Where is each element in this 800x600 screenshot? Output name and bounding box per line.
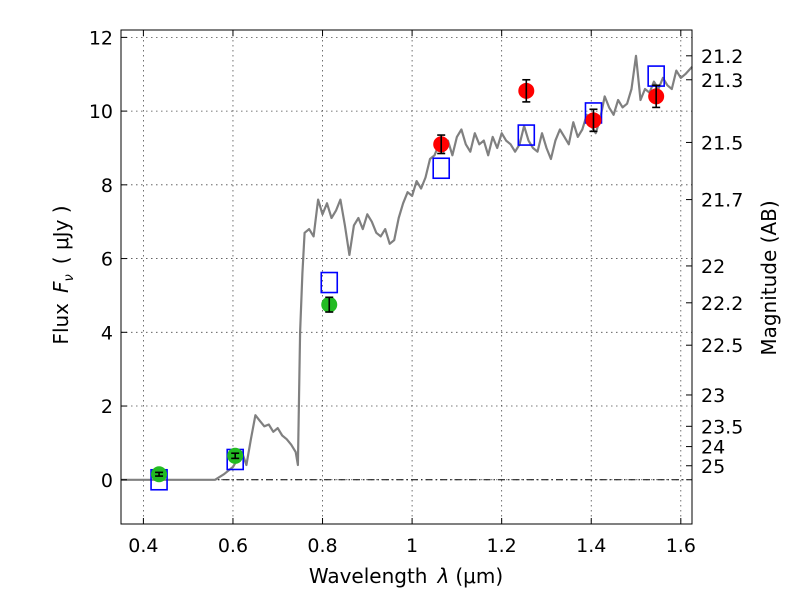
magnitude-axis-label: Magnitude (AB) bbox=[757, 200, 781, 355]
plot-frame bbox=[120, 29, 693, 525]
model-spectrum-series bbox=[121, 54, 693, 481]
y-tick-label: 4 bbox=[101, 322, 113, 344]
observed-photometry-series bbox=[151, 82, 665, 483]
model-photometry-point bbox=[432, 157, 451, 180]
magnitude-tick-label: 21.7 bbox=[701, 190, 743, 212]
magnitude-tick-label: 22.2 bbox=[701, 293, 743, 315]
magnitude-tick-label: 25 bbox=[701, 456, 725, 478]
magnitude-tick-label: 21.3 bbox=[701, 70, 743, 92]
y-tick-label: 6 bbox=[101, 249, 113, 271]
magnitude-tick-label: 24 bbox=[701, 437, 725, 459]
y-tick-label: 10 bbox=[89, 101, 113, 123]
y-tick-label: 2 bbox=[101, 396, 113, 418]
y-tick-labels: 0 2 4 6 8 10 12 bbox=[89, 27, 113, 491]
axis-ticks bbox=[121, 30, 692, 524]
x-tick-labels: 0.4 0.6 0.8 1 1.2 1.4 1.6 bbox=[128, 535, 696, 557]
x-tick-label: 0.8 bbox=[307, 535, 337, 557]
magnitude-tick-label: 23 bbox=[701, 385, 725, 407]
magnitude-tick-label: 22.5 bbox=[701, 335, 743, 357]
x-tick-label: 1.4 bbox=[576, 535, 606, 557]
error-bars bbox=[155, 78, 661, 477]
x-axis-label: Wavelength λ (μm) bbox=[309, 564, 503, 588]
model-photometry-series bbox=[150, 65, 665, 491]
magnitude-tick-label: 22 bbox=[701, 256, 725, 278]
y-tick-label: 8 bbox=[101, 175, 113, 197]
magnitude-tick-label: 23.5 bbox=[701, 416, 743, 438]
magnitude-tick-label: 21.5 bbox=[701, 132, 743, 154]
model-spectrum-line bbox=[121, 54, 693, 481]
x-tick-label: 1 bbox=[406, 535, 418, 557]
model-photometry-point bbox=[517, 124, 536, 146]
model-photometry-point bbox=[320, 271, 339, 294]
x-tick-label: 1.6 bbox=[666, 535, 696, 557]
x-tick-label: 0.4 bbox=[128, 535, 158, 557]
magnitude-tick-label: 21.2 bbox=[701, 46, 743, 68]
grid bbox=[121, 30, 692, 524]
y-axis-label: FluxFν( μJy ) bbox=[49, 205, 77, 344]
x-tick-label: 1.2 bbox=[487, 535, 517, 557]
x-tick-label: 0.6 bbox=[218, 535, 248, 557]
y-tick-label: 0 bbox=[101, 470, 113, 492]
y-tick-label: 12 bbox=[89, 27, 113, 49]
